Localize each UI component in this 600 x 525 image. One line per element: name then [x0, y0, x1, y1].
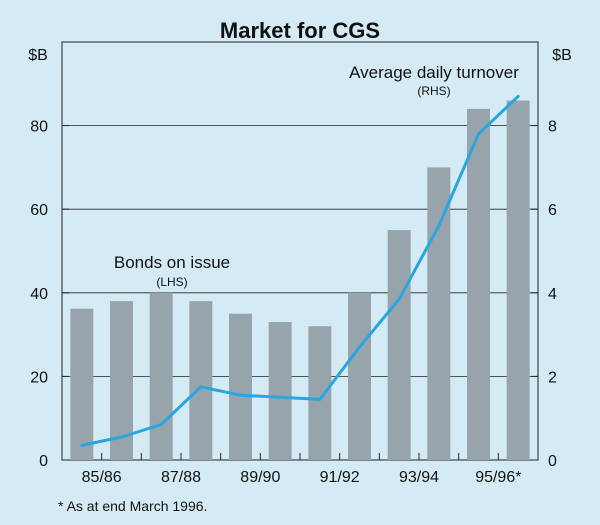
footnote: * As at end March 1996.: [58, 498, 207, 514]
y-left-tick-label: 60: [30, 202, 48, 219]
y-left-tick-label: 40: [30, 286, 48, 303]
bar-94-95: [467, 108, 490, 460]
x-tick-label: 93/94: [399, 469, 439, 486]
y-left-ticks: 0 20 40 60 80: [30, 119, 69, 470]
bar-91-92: [348, 292, 371, 460]
x-tick-label: 87/88: [161, 469, 201, 486]
average-daily-turnover-sublabel: (RHS): [417, 84, 450, 98]
x-tick-label: 85/86: [82, 469, 122, 486]
bar-90-91: [308, 326, 332, 460]
bonds-on-issue-sublabel: (LHS): [156, 275, 187, 289]
bar-89-90: [268, 322, 292, 460]
left-axis-unit: $B: [28, 47, 48, 64]
bar-88-89: [229, 313, 252, 460]
bonds-on-issue-label: Bonds on issue: [114, 253, 230, 272]
y-left-tick-label: 80: [30, 119, 48, 136]
x-tick-label: 89/90: [240, 469, 280, 486]
average-daily-turnover-label: Average daily turnover: [349, 63, 519, 82]
right-axis-unit: $B: [552, 47, 572, 64]
y-right-tick-label: 8: [548, 119, 557, 136]
bar-86-87: [149, 292, 173, 460]
turnover-line: [80, 94, 520, 447]
bar-87-88: [189, 301, 213, 460]
bar-93-94: [427, 167, 451, 460]
x-tick-label: 95/96*: [475, 469, 521, 486]
x-ticks: 85/86 87/88 89/90 91/92 93/94 95/96*: [82, 453, 521, 486]
y-right-tick-label: 0: [548, 453, 557, 470]
x-tick-label: 91/92: [320, 469, 360, 486]
y-right-tick-label: 2: [548, 369, 557, 386]
bar-84-85: [70, 308, 94, 460]
y-left-tick-label: 0: [39, 453, 48, 470]
bar-95-96-: [506, 100, 530, 461]
bar-92-93: [387, 230, 411, 460]
y-right-tick-label: 4: [548, 286, 557, 303]
y-right-ticks: 0 2 4 6 8: [531, 119, 557, 470]
gridlines: [62, 125, 538, 377]
bar-85-86: [110, 301, 133, 460]
y-right-tick-label: 6: [548, 202, 557, 219]
chart-title: Market for CGS: [220, 18, 380, 43]
y-left-tick-label: 20: [30, 369, 48, 386]
bars: [70, 100, 530, 461]
